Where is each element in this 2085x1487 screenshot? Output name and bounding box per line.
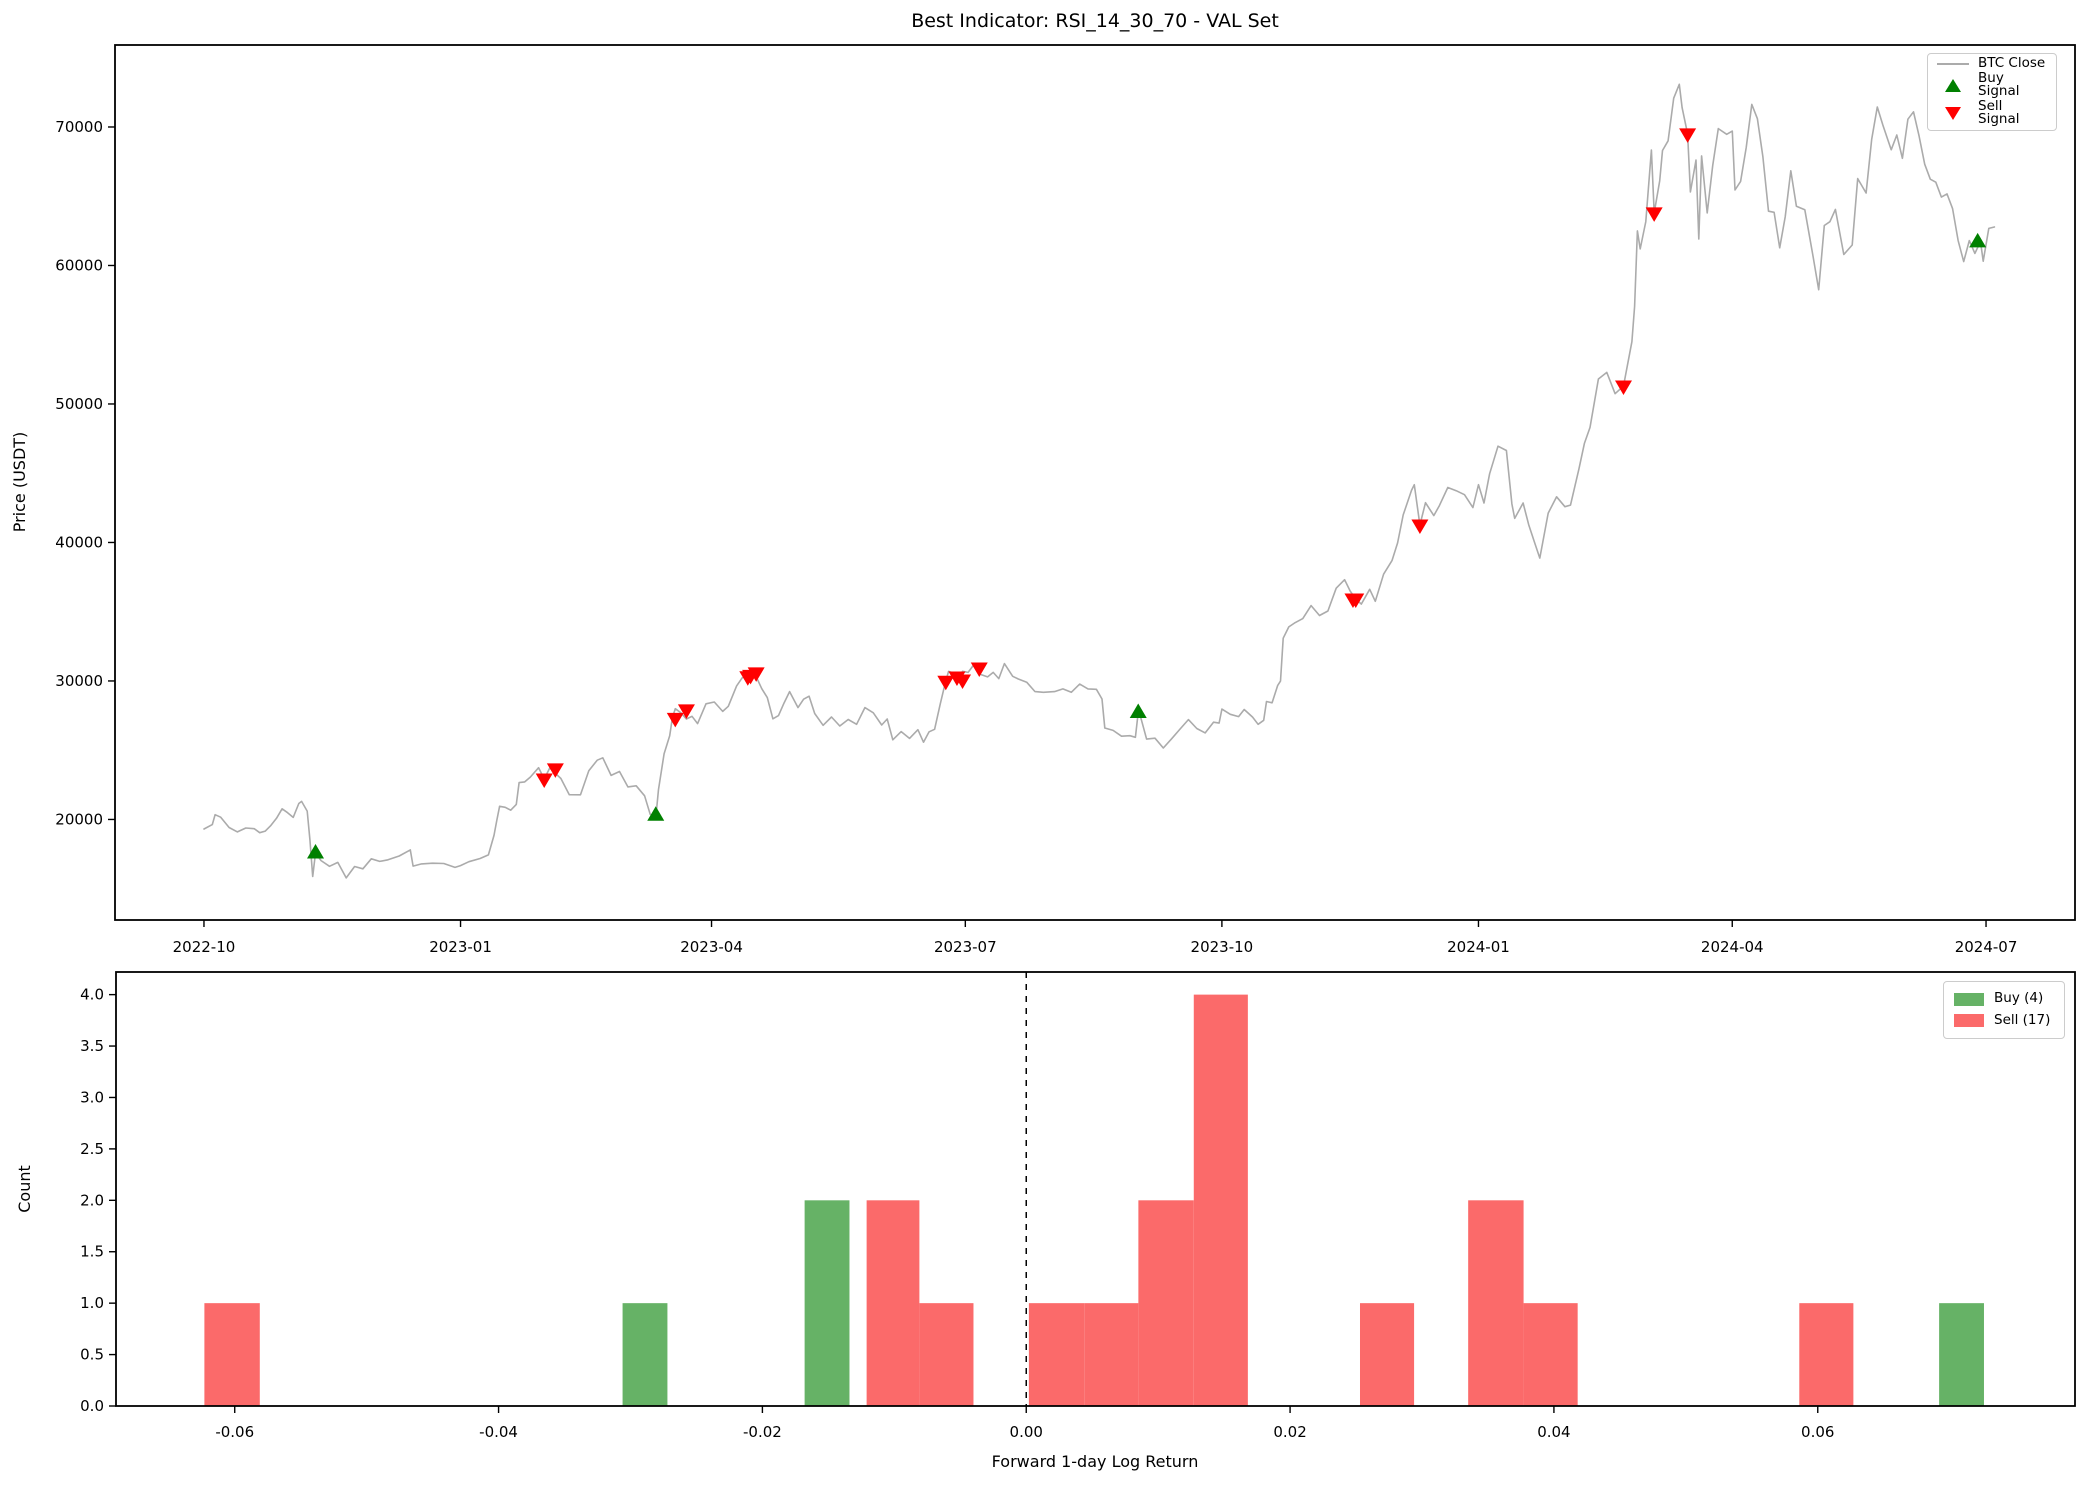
x-tick-label: 2023-04 (680, 938, 743, 956)
x-tick-label: 0.02 (1273, 1423, 1306, 1441)
x-tick-label: 2024-01 (1447, 938, 1510, 956)
legend-label: Buy Signal (1978, 69, 2020, 100)
x-tick-label: 2023-10 (1191, 938, 1254, 956)
x-tick-label: 0.00 (1010, 1423, 1043, 1441)
sell-bar-swatch-icon (1952, 1014, 1986, 1028)
btc-close-line (203, 83, 1996, 879)
sell-signal-marker (666, 712, 684, 728)
x-tick-label: 2023-07 (934, 938, 997, 956)
legend-label: Buy (4) (1994, 990, 2044, 1007)
sell-signal-marker (937, 675, 955, 691)
legend-label: Sell Signal (1978, 97, 2020, 128)
legend-label: BTC Close (1978, 55, 2046, 72)
price-y-axis-label: Price (USDT) (10, 432, 29, 533)
legend-item-sell-signal: Sell Signal (1936, 97, 2048, 128)
x-tick-label: 2023-01 (429, 938, 492, 956)
sell-signal-marker (1645, 207, 1663, 222)
sell-signal-marker (1411, 519, 1429, 535)
y-tick-label: 4.0 (80, 986, 104, 1004)
histogram-x-axis-label: Forward 1-day Log Return (992, 1452, 1199, 1471)
sell-histogram-bar (866, 1200, 920, 1406)
buy-histogram-bar (622, 1303, 668, 1406)
sell-histogram-bar (1193, 994, 1248, 1406)
buy-signal-marker (1969, 232, 1987, 248)
buy-histogram-bar (1939, 1303, 1984, 1406)
histogram-legend: Buy (4) Sell (17) (1943, 981, 2065, 1039)
sell-signal-marker (1347, 593, 1365, 608)
y-tick-label: 3.0 (80, 1088, 104, 1106)
price-plot: Best Indicator: RSI_14_30_70 - VAL Set P… (10, 10, 2076, 956)
sell-histogram-bar (1359, 1303, 1415, 1406)
x-tick-label: 0.04 (1537, 1423, 1570, 1441)
y-tick-label: 40000 (55, 533, 103, 551)
y-tick-label: 70000 (55, 118, 103, 136)
legend-item-sell: Sell (17) (1952, 1014, 2056, 1028)
y-tick-label: 2.0 (80, 1191, 104, 1209)
price-plot-border (114, 44, 2076, 921)
sell-histogram-bar (1468, 1200, 1524, 1406)
buy-signal-marker (307, 843, 325, 859)
x-tick-label: -0.02 (743, 1423, 782, 1441)
y-tick-label: 2.5 (80, 1140, 104, 1158)
x-tick-label: 0.06 (1801, 1423, 1834, 1441)
sell-histogram-bar (1799, 1303, 1854, 1406)
buy-histogram-bar (804, 1200, 850, 1406)
sell-histogram-bar (204, 1303, 260, 1406)
sell-signal-marker (677, 704, 695, 719)
sell-histogram-bar (1028, 1303, 1085, 1406)
sell-signal-marker (747, 667, 765, 682)
sell-histogram-bar (1523, 1303, 1578, 1406)
y-tick-label: 0.0 (80, 1397, 104, 1415)
sell-signal-marker (1679, 128, 1697, 143)
x-tick-label: 2024-04 (1701, 938, 1764, 956)
sell-signal-triangle-icon (1936, 106, 1970, 120)
sell-signal-marker (546, 763, 564, 778)
btc-close-line-icon (1936, 62, 1970, 65)
sell-signal-marker (535, 773, 553, 789)
sell-histogram-bar (1138, 1200, 1194, 1406)
sell-histogram-bar (919, 1303, 974, 1406)
y-tick-label: 50000 (55, 395, 103, 413)
return-histogram-plot: Count Forward 1-day Log Return -0.06 -0.0… (15, 971, 2076, 1471)
buy-signal-marker (1129, 703, 1147, 719)
x-tick-label: -0.06 (215, 1423, 254, 1441)
buy-bar-swatch-icon (1952, 992, 1986, 1006)
histogram-plot-border (115, 971, 2076, 1407)
legend-item-buy: Buy (4) (1952, 992, 2056, 1006)
price-legend: BTC Close Buy Signal Sell Signal (1927, 53, 2057, 131)
y-tick-label: 30000 (55, 672, 103, 690)
legend-item-btc-close: BTC Close (1936, 57, 2048, 71)
sell-signal-marker (954, 674, 972, 689)
sell-histogram-bar (1084, 1303, 1139, 1406)
y-tick-label: 1.0 (80, 1294, 104, 1312)
chart-title: Best Indicator: RSI_14_30_70 - VAL Set (911, 10, 1279, 32)
y-tick-label: 0.5 (80, 1346, 104, 1364)
legend-label: Sell (17) (1994, 1012, 2051, 1029)
buy-signal-triangle-icon (1936, 78, 1970, 92)
x-tick-label: -0.04 (479, 1423, 518, 1441)
sell-signal-marker (970, 662, 988, 677)
y-tick-label: 60000 (55, 256, 103, 274)
y-tick-label: 3.5 (80, 1037, 104, 1055)
x-tick-label: 2022-10 (173, 938, 236, 956)
y-tick-label: 1.5 (80, 1243, 104, 1261)
buy-signal-marker (647, 806, 665, 821)
x-tick-label: 2024-07 (1955, 938, 2018, 956)
histogram-y-axis-label: Count (15, 1165, 34, 1213)
sell-signal-marker (1614, 380, 1632, 395)
y-tick-label: 20000 (55, 810, 103, 828)
legend-item-buy-signal: Buy Signal (1936, 69, 2048, 100)
